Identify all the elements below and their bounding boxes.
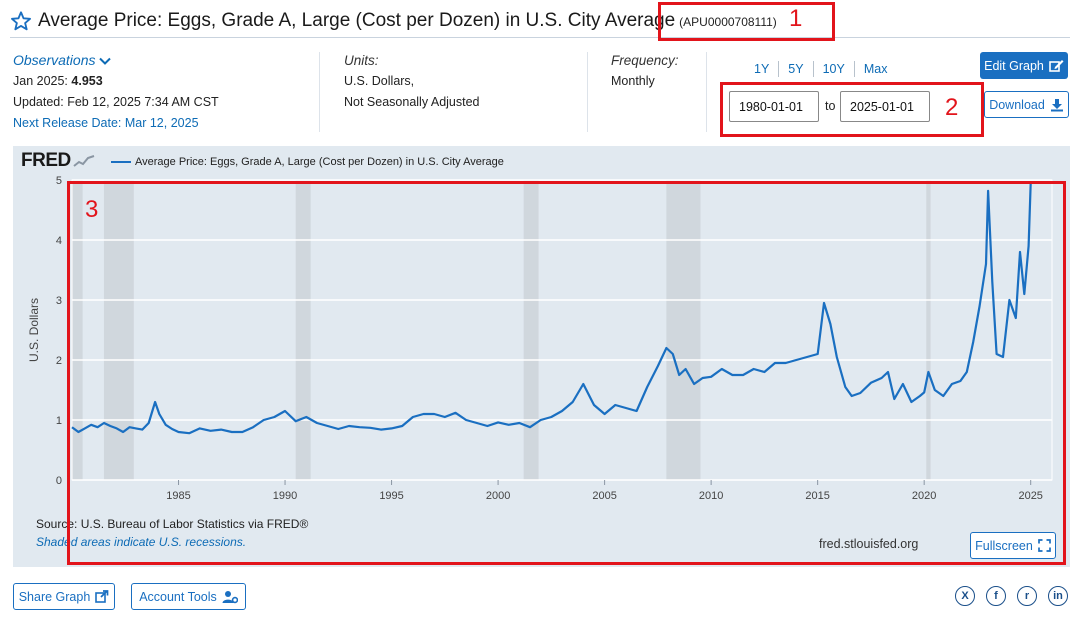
facebook-icon[interactable]: f (986, 586, 1006, 606)
observations-block: Observations Jan 2025: 4.953 Updated: Fe… (13, 50, 219, 134)
y-tick-label: 1 (56, 415, 62, 427)
range-10y-button[interactable]: 10Y (814, 61, 855, 77)
recession-band (926, 180, 931, 480)
y-tick-label: 3 (56, 295, 62, 307)
date-to-label: to (825, 99, 836, 113)
star-outline-icon[interactable] (10, 10, 32, 32)
recession-band (72, 180, 83, 480)
y-tick-label: 4 (56, 235, 62, 247)
y-tick-label: 0 (56, 475, 62, 487)
units-line-2: Not Seasonally Adjusted (344, 95, 480, 109)
account-tools-button[interactable]: Account Tools (131, 583, 246, 610)
annotation-number-3: 3 (85, 196, 99, 223)
fullscreen-label: Fullscreen (975, 538, 1033, 553)
x-tick-label: 2010 (699, 490, 723, 502)
frequency-label: Frequency: (611, 53, 679, 68)
fred-logo: FRED (21, 150, 95, 172)
share-graph-button[interactable]: Share Graph (13, 583, 115, 610)
grid-lines (71, 179, 1053, 481)
recession-band (295, 180, 311, 480)
x-tick-label: 2025 (1018, 490, 1042, 502)
y-tick-labels: 0 1 2 3 4 5 (56, 175, 62, 487)
units-block: Units: U.S. Dollars, Not Seasonally Adju… (344, 50, 480, 113)
fred-url: fred.stlouisfed.org (819, 537, 919, 551)
fullscreen-button[interactable]: Fullscreen (970, 532, 1056, 559)
fred-sparkline-icon (73, 155, 95, 167)
range-5y-button[interactable]: 5Y (779, 61, 814, 77)
chart-panel: FRED Average Price: Eggs, Grade A, Large… (13, 146, 1070, 567)
x-tick-label: 2020 (912, 490, 936, 502)
divider (587, 52, 588, 132)
linkedin-icon[interactable]: in (1048, 586, 1068, 606)
download-button[interactable]: Download (984, 91, 1069, 118)
series-title: Average Price: Eggs, Grade A, Large (Cos… (38, 9, 676, 31)
next-release-link[interactable]: Next Release Date: Mar 12, 2025 (13, 116, 199, 130)
chevron-down-icon (99, 57, 112, 65)
share-graph-label: Share Graph (18, 589, 91, 604)
source-text: Source: U.S. Bureau of Labor Statistics … (36, 517, 309, 531)
legend-label: Average Price: Eggs, Grade A, Large (Cos… (135, 156, 504, 168)
recession-band (666, 180, 701, 480)
start-date-input[interactable] (729, 91, 819, 122)
y-axis-label: U.S. Dollars (27, 298, 41, 362)
range-1y-button[interactable]: 1Y (745, 61, 780, 77)
x-tick-label: 1995 (379, 490, 403, 502)
series-line (71, 182, 1032, 435)
x-tick-label: 2005 (592, 490, 616, 502)
edit-graph-button[interactable]: Edit Graph (980, 52, 1068, 79)
range-shortcuts: 1Y 5Y 10Y Max (745, 61, 896, 77)
units-line-1: U.S. Dollars, (344, 74, 415, 88)
user-gear-icon (222, 590, 238, 603)
recession-band (103, 180, 134, 480)
frequency-block: Frequency: Monthly (611, 50, 679, 92)
line-chart: 0 1 2 3 4 5 1985 1990 1995 2000 2005 2010 2015 2020 2… (27, 175, 1053, 502)
annotation-number-1: 1 (789, 5, 803, 32)
expand-icon (1037, 539, 1051, 552)
recession-band (523, 180, 539, 480)
fred-logo-text: FRED (21, 150, 71, 171)
x-tick-label: 2015 (805, 490, 829, 502)
x-tick-label: 1985 (166, 490, 190, 502)
x-icon[interactable]: X (955, 586, 975, 606)
x-tick-label: 1990 (273, 490, 297, 502)
legend-swatch (111, 161, 131, 163)
range-max-button[interactable]: Max (863, 62, 888, 76)
share-icon (95, 590, 109, 603)
observations-dropdown[interactable]: Observations (13, 50, 219, 71)
annotation-number-2: 2 (945, 94, 959, 121)
y-tick-label: 2 (56, 355, 62, 367)
plot-area (71, 179, 1053, 481)
title-bar: Average Price: Eggs, Grade A, Large (Cos… (10, 4, 1070, 38)
recession-shading (72, 180, 931, 480)
end-date-input[interactable] (840, 91, 930, 122)
series-id: (APU0000708111) (679, 14, 777, 29)
divider (319, 52, 320, 132)
download-icon (1050, 98, 1063, 111)
units-label: Units: (344, 53, 379, 68)
reddit-icon[interactable]: r (1017, 586, 1037, 606)
updated-text: Updated: Feb 12, 2025 7:34 AM CST (13, 95, 219, 109)
recession-note-link[interactable]: Shaded areas indicate U.S. recessions. (36, 535, 247, 549)
observation-date: Jan 2025: (13, 74, 68, 88)
observation-value: 4.953 (71, 74, 103, 88)
x-tick-labels: 1985 1990 1995 2000 2005 2010 2015 2020 2025 (166, 480, 1043, 502)
latest-observation: Jan 2025: 4.953 (13, 71, 219, 92)
observations-label: Observations (13, 52, 96, 68)
x-tick-label: 2000 (486, 490, 510, 502)
edit-graph-label: Edit Graph (984, 58, 1044, 73)
frequency-value: Monthly (611, 74, 655, 88)
edit-icon (1049, 59, 1064, 72)
download-label: Download (989, 97, 1045, 112)
account-tools-label: Account Tools (139, 589, 217, 604)
y-tick-label: 5 (56, 175, 62, 187)
chart-legend: Average Price: Eggs, Grade A, Large (Cos… (111, 156, 504, 168)
divider (706, 52, 707, 132)
